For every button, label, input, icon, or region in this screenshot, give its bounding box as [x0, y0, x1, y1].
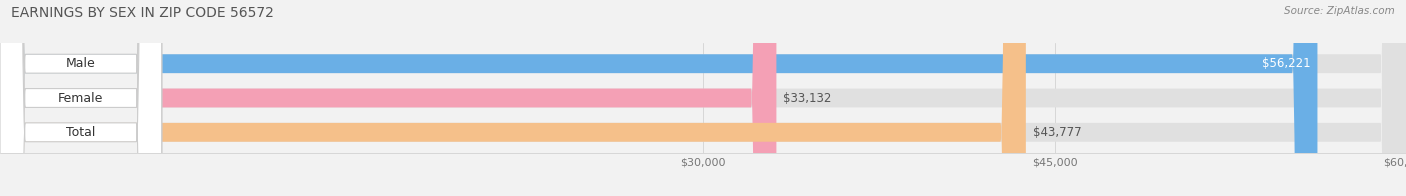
Text: Source: ZipAtlas.com: Source: ZipAtlas.com [1284, 6, 1395, 16]
Text: $33,132: $33,132 [783, 92, 832, 104]
FancyBboxPatch shape [0, 0, 162, 196]
FancyBboxPatch shape [0, 0, 1317, 196]
FancyBboxPatch shape [0, 0, 776, 196]
Text: EARNINGS BY SEX IN ZIP CODE 56572: EARNINGS BY SEX IN ZIP CODE 56572 [11, 6, 274, 20]
FancyBboxPatch shape [0, 0, 162, 196]
Text: Male: Male [66, 57, 96, 70]
FancyBboxPatch shape [0, 0, 1026, 196]
Text: Female: Female [58, 92, 104, 104]
Text: $43,777: $43,777 [1033, 126, 1081, 139]
Text: Total: Total [66, 126, 96, 139]
Text: $56,221: $56,221 [1261, 57, 1310, 70]
FancyBboxPatch shape [0, 0, 162, 196]
